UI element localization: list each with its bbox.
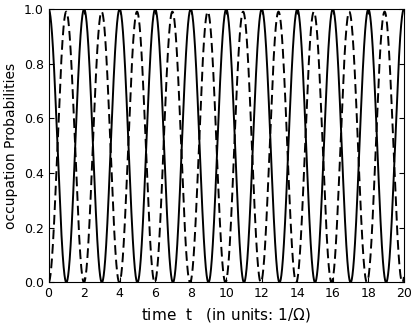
Y-axis label: occupation Probabilities: occupation Probabilities <box>4 63 18 229</box>
X-axis label: time  t   (in units: 1/$\Omega$): time t (in units: 1/$\Omega$) <box>141 306 311 324</box>
